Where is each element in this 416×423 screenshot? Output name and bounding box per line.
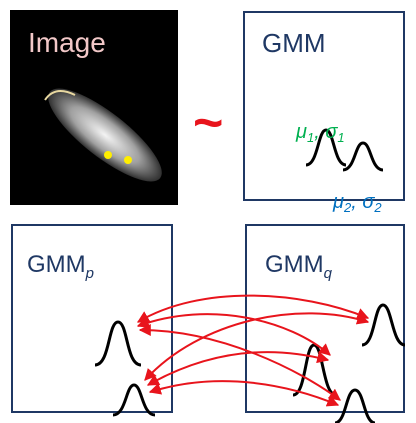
page: Image ~ GMM μ1, σ1 μ2, σ2 GMMp GMMq (() … [0,0,416,423]
gaussian [293,345,336,395]
text-part: GMM [265,251,324,278]
relation: ~ [193,94,223,152]
text-part: μ [332,191,344,213]
spot [104,151,112,159]
text-part: q [324,265,333,282]
text-part: 1 [307,130,314,145]
image-label: Image [28,27,106,58]
gmm-label: GMM [262,28,326,58]
text-part: σ [362,191,375,213]
text-part: 2 [373,200,382,215]
text-part: , [314,121,325,143]
spot [124,156,132,164]
arrow [150,381,338,405]
text-part: p [85,265,94,282]
gmm-q-label: GMMq [265,251,333,282]
gaussian [95,322,141,365]
arrow [148,352,328,385]
gaussian [343,143,383,170]
text-part: , [351,191,362,213]
component-label: μ1, σ1 [295,121,345,145]
component-label: μ2, σ2 [332,191,382,215]
text-part: μ [295,121,307,143]
text-part: 1 [337,130,344,145]
text-part: σ [325,121,338,143]
text-part: GMM [27,251,86,278]
gaussian [113,385,155,415]
arrow [138,314,330,355]
gmm-p-label: GMMp [27,251,94,282]
gaussian [362,305,405,345]
gaussian [335,390,375,423]
diagram: Image ~ GMM μ1, σ1 μ2, σ2 GMMp GMMq [0,0,416,423]
